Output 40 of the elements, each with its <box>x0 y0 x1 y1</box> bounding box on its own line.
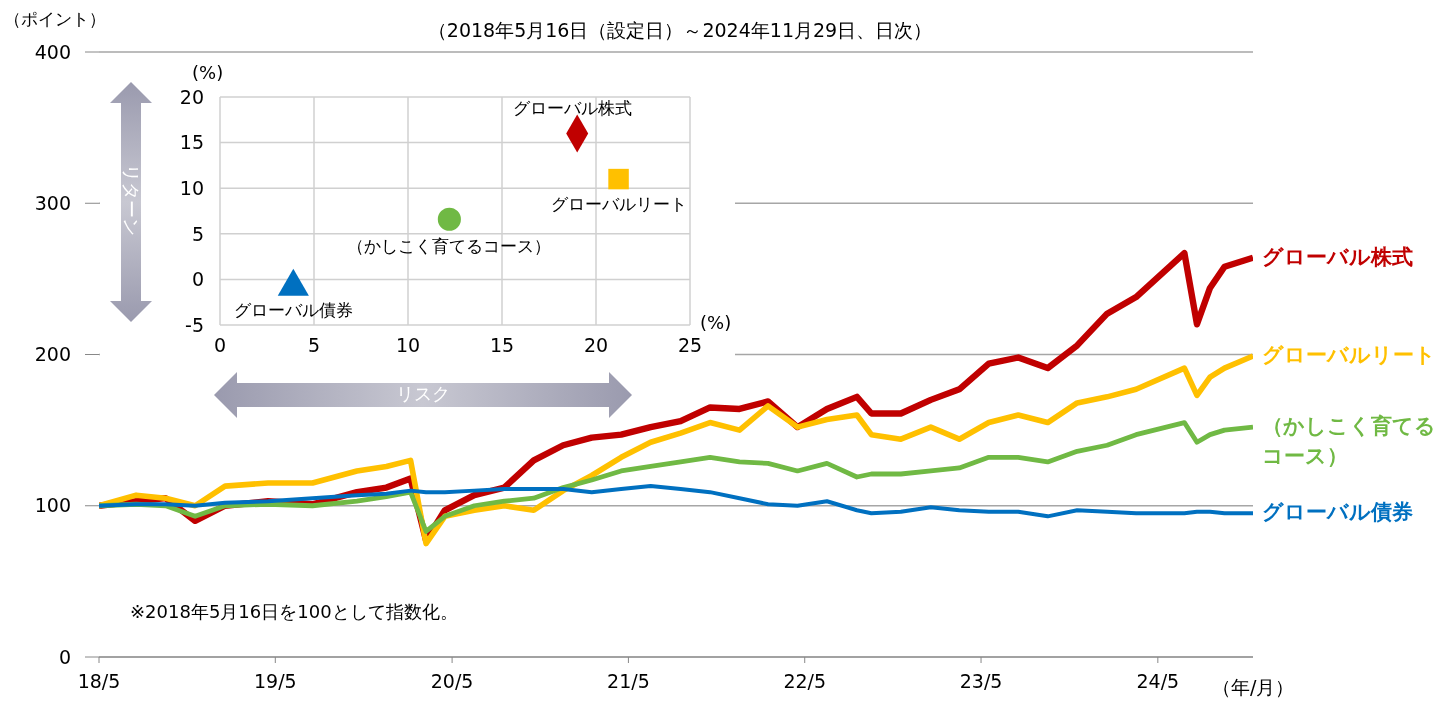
annotation: (%) <box>192 62 224 83</box>
x-tick-label: 20/5 <box>430 670 474 693</box>
y-axis-title: リターン <box>120 164 142 236</box>
series-label: グローバル債券 <box>1262 499 1414 527</box>
x-axis-title: リスク <box>395 382 451 406</box>
x-axis-title: （年/月） <box>1212 675 1295 700</box>
x-tick-label: 22/5 <box>783 670 827 693</box>
x-tick-label: 25 <box>677 334 703 357</box>
y-tick-label: 100 <box>34 494 71 517</box>
x-tick-label: 20 <box>583 334 609 357</box>
y-tick-label: 0 <box>191 268 204 291</box>
y-tick-label: 15 <box>179 131 204 154</box>
series-label: （かしこく育てるコース） <box>1262 413 1437 471</box>
x-tick-label: 18/5 <box>77 670 121 693</box>
annotation: (%) <box>700 312 732 333</box>
x-tick-label: 15 <box>489 334 515 357</box>
x-tick-label: 10 <box>395 334 421 357</box>
x-tick-label: 23/5 <box>959 670 1003 693</box>
y-tick-label: 200 <box>34 343 71 366</box>
series-label: （かしこく育てるコース） <box>347 236 552 257</box>
y-tick-label: 5 <box>191 222 204 245</box>
y-tick-label: 0 <box>58 645 71 668</box>
x-tick-label: 5 <box>307 334 321 357</box>
chart-subtitle: （2018年5月16日（設定日）～2024年11月29日、日次） <box>426 18 934 43</box>
y-axis-title: （ポイント） <box>4 8 106 31</box>
y-tick-label: 300 <box>34 191 71 214</box>
series-label: グローバルリート <box>550 194 687 215</box>
x-tick-label: 24/5 <box>1136 670 1180 693</box>
series-label: グローバルリート <box>1262 342 1437 369</box>
x-tick-label: 19/5 <box>253 670 297 693</box>
y-tick-label: 10 <box>179 176 204 199</box>
series-label: グローバル株式 <box>512 98 632 119</box>
series-label: グローバル株式 <box>1262 243 1414 271</box>
x-tick-label: 21/5 <box>607 670 650 693</box>
x-tick-label: 0 <box>213 334 227 357</box>
annotation: ※2018年5月16日を100として指数化。 <box>130 600 458 624</box>
y-tick-label: 400 <box>34 40 71 63</box>
series-label: グローバル債券 <box>233 299 353 320</box>
y-tick-label: 20 <box>179 85 204 108</box>
y-tick-label: -5 <box>185 313 204 336</box>
